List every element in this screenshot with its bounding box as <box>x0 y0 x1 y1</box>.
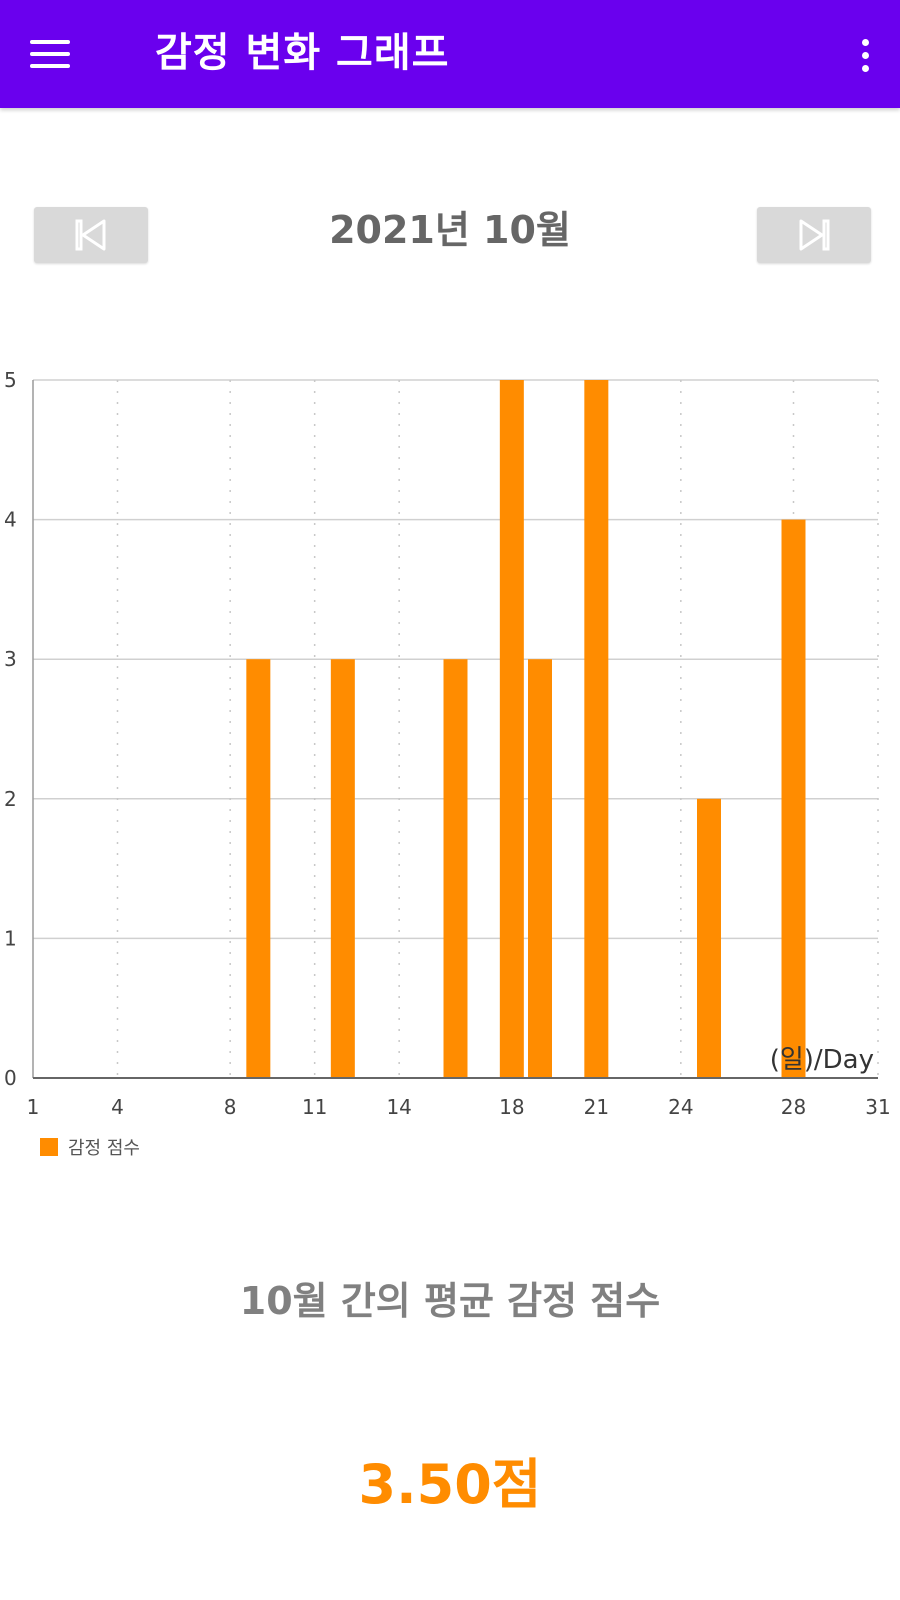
x-tick-label: 1 <box>27 1095 40 1119</box>
y-tick-label: 4 <box>4 508 17 532</box>
skip-next-icon <box>799 219 830 251</box>
x-tick-label: 24 <box>668 1095 693 1119</box>
y-tick-label: 1 <box>4 926 17 950</box>
average-score-label: 10월 간의 평균 감정 점수 <box>239 1279 661 1323</box>
skip-previous-icon <box>75 219 106 251</box>
x-tick-label: 28 <box>781 1095 806 1119</box>
bar <box>781 519 806 1078</box>
bar <box>330 659 355 1078</box>
app-title: 감정 변화 그래프 <box>155 30 450 76</box>
y-tick-label: 5 <box>4 368 17 392</box>
x-tick-label: 14 <box>386 1095 411 1119</box>
x-tick-label: 18 <box>499 1095 524 1119</box>
chart-legend: 감정 점수 <box>40 1134 140 1160</box>
bar <box>584 380 609 1078</box>
more-options-icon[interactable] <box>845 30 885 80</box>
x-tick-label: 21 <box>584 1095 609 1119</box>
y-tick-label: 0 <box>4 1066 17 1090</box>
legend-swatch <box>40 1138 58 1156</box>
x-tick-label: 31 <box>865 1095 890 1119</box>
x-axis-label: (일)/Day <box>770 1045 874 1075</box>
hamburger-menu-icon[interactable] <box>30 32 82 76</box>
legend-label: 감정 점수 <box>68 1138 140 1159</box>
bar <box>246 659 271 1078</box>
app-bar: 감정 변화 그래프 <box>0 0 900 108</box>
y-tick-label: 3 <box>4 647 17 671</box>
average-score-value: 3.50점 <box>358 1453 542 1516</box>
x-tick-label: 11 <box>302 1095 327 1119</box>
y-tick-label: 2 <box>4 787 17 811</box>
next-month-button[interactable] <box>757 207 871 263</box>
bar <box>443 659 468 1078</box>
previous-month-button[interactable] <box>34 207 148 263</box>
bar <box>528 659 552 1078</box>
x-tick-label: 8 <box>224 1095 237 1119</box>
bar <box>697 798 721 1078</box>
x-tick-label: 4 <box>111 1095 124 1119</box>
bar <box>499 380 524 1078</box>
month-title: 2021년 10월 <box>329 208 571 252</box>
